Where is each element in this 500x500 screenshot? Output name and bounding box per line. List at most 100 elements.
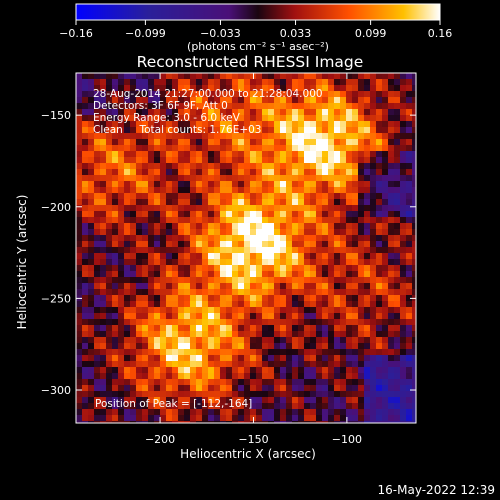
heatmap-cell <box>94 397 101 404</box>
heatmap-cell <box>298 265 305 272</box>
heatmap-cell <box>136 127 143 134</box>
heatmap-cell <box>364 127 371 134</box>
heatmap-cell <box>88 133 95 140</box>
heatmap-cell <box>268 271 275 278</box>
heatmap-cell <box>202 415 209 422</box>
heatmap-cell <box>280 313 287 320</box>
heatmap-cell <box>82 169 89 176</box>
heatmap-cell <box>124 421 131 423</box>
heatmap-cell <box>262 217 269 224</box>
heatmap-cell <box>124 349 131 356</box>
heatmap-cell <box>322 121 329 128</box>
heatmap-cell <box>346 367 353 374</box>
heatmap-cell <box>82 139 89 146</box>
heatmap-cell <box>316 169 323 176</box>
heatmap-cell <box>142 307 149 314</box>
heatmap-cell <box>202 139 209 146</box>
heatmap-cell <box>118 385 125 392</box>
heatmap-cell <box>178 379 185 386</box>
heatmap-cell <box>394 157 401 164</box>
heatmap-cell <box>196 205 203 212</box>
heatmap-cell <box>364 379 371 386</box>
heatmap-cell <box>148 265 155 272</box>
heatmap-cell <box>262 355 269 362</box>
heatmap-cell <box>100 415 107 422</box>
heatmap-cell <box>262 361 269 368</box>
heatmap-cell <box>388 415 395 422</box>
heatmap-cell <box>232 121 239 128</box>
heatmap-cell <box>100 175 107 182</box>
heatmap-cell <box>268 211 275 218</box>
heatmap-cell <box>268 199 275 206</box>
heatmap-cell <box>328 379 335 386</box>
heatmap-cell <box>112 85 119 92</box>
heatmap-cell <box>148 391 155 398</box>
heatmap-cell <box>190 151 197 158</box>
heatmap-cell <box>316 421 323 423</box>
heatmap-cell <box>94 349 101 356</box>
heatmap-cell <box>316 307 323 314</box>
heatmap-cell <box>226 253 233 260</box>
heatmap-cell <box>232 157 239 164</box>
heatmap-cell <box>304 241 311 248</box>
heatmap-cell <box>100 259 107 266</box>
heatmap-cell <box>76 139 83 146</box>
heatmap-cell <box>376 385 383 392</box>
heatmap-cell <box>232 391 239 398</box>
heatmap-cell <box>106 97 113 104</box>
heatmap-cell <box>280 295 287 302</box>
heatmap-cell <box>376 145 383 152</box>
heatmap-cell <box>286 361 293 368</box>
heatmap-cell <box>298 361 305 368</box>
heatmap-cell <box>292 79 299 86</box>
heatmap-cell <box>412 199 416 206</box>
heatmap-cell <box>202 169 209 176</box>
heatmap-cell <box>100 127 107 134</box>
heatmap-cell <box>190 169 197 176</box>
heatmap-cell <box>388 193 395 200</box>
heatmap-cell <box>154 307 161 314</box>
heatmap-cell <box>208 241 215 248</box>
heatmap-cell <box>136 355 143 362</box>
heatmap-cell <box>88 211 95 218</box>
heatmap-cell <box>298 103 305 110</box>
heatmap-cell <box>274 247 281 254</box>
heatmap-cell <box>400 361 407 368</box>
heatmap-cell <box>244 103 251 110</box>
heatmap-cell <box>232 127 239 134</box>
heatmap-cell <box>382 211 389 218</box>
heatmap-cell <box>142 247 149 254</box>
heatmap-cell <box>376 223 383 230</box>
heatmap-cell <box>292 103 299 110</box>
heatmap-cell <box>268 253 275 260</box>
heatmap-cell <box>370 379 377 386</box>
heatmap-cell <box>286 343 293 350</box>
heatmap-cell <box>226 199 233 206</box>
heatmap-cell <box>328 175 335 182</box>
heatmap-cell <box>88 415 95 422</box>
heatmap-cell <box>130 295 137 302</box>
heatmap-cell <box>88 157 95 164</box>
heatmap-cell <box>340 223 347 230</box>
heatmap-cell <box>412 181 416 188</box>
heatmap-cell <box>166 151 173 158</box>
heatmap-cell <box>406 145 413 152</box>
heatmap-cell <box>406 337 413 344</box>
heatmap-cell <box>100 385 107 392</box>
heatmap-cell <box>382 397 389 404</box>
heatmap-cell <box>280 319 287 326</box>
heatmap-cell <box>148 373 155 380</box>
heatmap-cell <box>136 223 143 230</box>
heatmap-cell <box>130 211 137 218</box>
heatmap-cell <box>178 91 185 98</box>
heatmap-cell <box>172 127 179 134</box>
heatmap-cell <box>148 187 155 194</box>
heatmap-cell <box>118 121 125 128</box>
heatmap-cell <box>328 349 335 356</box>
heatmap-cell <box>118 187 125 194</box>
heatmap-cell <box>250 313 257 320</box>
heatmap-cell <box>298 169 305 176</box>
heatmap-cell <box>292 277 299 284</box>
heatmap-cell <box>202 319 209 326</box>
heatmap-cell <box>292 325 299 332</box>
